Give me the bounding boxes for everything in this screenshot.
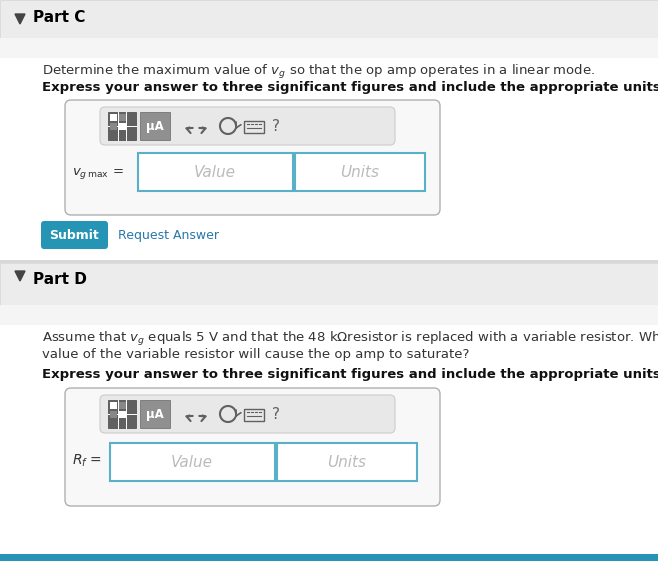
Bar [0, 325, 658, 561]
Text: Units: Units [340, 164, 380, 180]
Text: $R_f$ =: $R_f$ = [72, 453, 102, 469]
Bar [0, 263, 658, 305]
Text: Assume that $v_g$ equals 5 V and that the 48 kΩresistor is replaced with a varia: Assume that $v_g$ equals 5 V and that th… [42, 330, 658, 348]
Bar [108, 112, 136, 140]
Bar [110, 114, 117, 121]
Text: ?: ? [272, 118, 280, 134]
Text: value of the variable resistor will cause the op amp to saturate?: value of the variable resistor will caus… [42, 348, 469, 361]
Text: Request Answer: Request Answer [118, 228, 219, 241]
Text: Units: Units [328, 454, 367, 470]
Bar [140, 400, 170, 428]
Bar [138, 153, 293, 191]
FancyBboxPatch shape [41, 221, 108, 249]
Text: μA: μA [146, 407, 164, 421]
Text: $v_{g\,\mathrm{max}}$ =: $v_{g\,\mathrm{max}}$ = [72, 165, 124, 181]
Bar [140, 112, 170, 140]
Bar [0, 554, 658, 561]
Polygon shape [15, 271, 25, 281]
Bar [119, 411, 126, 418]
Bar [244, 409, 264, 421]
Text: Value: Value [171, 454, 213, 470]
Text: μA: μA [146, 119, 164, 132]
Bar [0, 38, 658, 58]
FancyBboxPatch shape [100, 395, 395, 433]
Bar [110, 123, 117, 130]
Bar [110, 443, 275, 481]
Bar [295, 153, 425, 191]
Text: ?: ? [272, 407, 280, 421]
Bar [119, 402, 126, 409]
Bar [108, 400, 136, 428]
Bar [0, 0, 658, 38]
Bar [244, 121, 264, 133]
Bar [0, 260, 658, 263]
Text: Express your answer to three significant figures and include the appropriate uni: Express your answer to three significant… [42, 81, 658, 94]
Text: Express your answer to three significant figures and include the appropriate uni: Express your answer to three significant… [42, 368, 658, 381]
Bar [110, 402, 117, 409]
Bar [110, 411, 117, 418]
Polygon shape [15, 14, 25, 24]
Text: Part C: Part C [33, 10, 86, 25]
FancyBboxPatch shape [65, 388, 440, 506]
Bar [0, 58, 658, 298]
Text: Submit: Submit [49, 228, 99, 241]
FancyBboxPatch shape [65, 100, 440, 215]
FancyBboxPatch shape [100, 107, 395, 145]
Bar [119, 114, 126, 121]
Text: Part D: Part D [33, 272, 87, 287]
Bar [119, 123, 126, 130]
Bar [0, 305, 658, 325]
Bar [277, 443, 417, 481]
Text: Value: Value [194, 164, 236, 180]
Text: Determine the maximum value of $v_g$ so that the op amp operates in a linear mod: Determine the maximum value of $v_g$ so … [42, 63, 595, 81]
